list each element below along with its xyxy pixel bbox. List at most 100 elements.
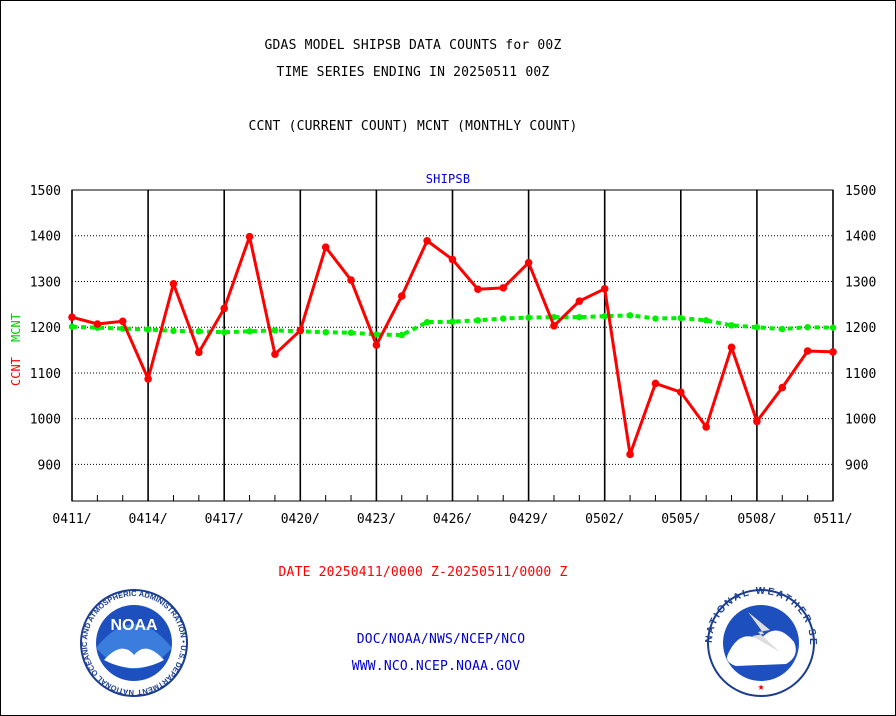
y-tick-label-right: 1300 (845, 275, 876, 290)
data-point-ccnt (778, 383, 787, 392)
data-point-mcnt (601, 313, 608, 320)
data-point-ccnt (271, 350, 279, 358)
data-point-ccnt (753, 417, 761, 426)
data-point-mcnt (246, 328, 253, 335)
nws-logo: ★ (707, 589, 815, 697)
chart-title-line1: GDAS MODEL SHIPSB DATA COUNTS for 00Z (264, 38, 562, 53)
data-point-mcnt (677, 314, 684, 322)
website: WWW.NCO.NCEP.NOAA.GOV (351, 659, 521, 674)
tick-labels: 900 900 1000 1000 1100 1100 1200 1200 1300 1300 14… (30, 184, 877, 527)
star-icon: ★ (758, 680, 765, 693)
data-point-ccnt (702, 423, 710, 431)
data-point-mcnt (322, 329, 329, 336)
data-point-ccnt (195, 348, 203, 357)
data-point-mcnt (829, 324, 837, 331)
y-tick-label-right: 1500 (845, 184, 876, 199)
data-point-mcnt (195, 328, 203, 335)
data-series (68, 232, 837, 459)
noaa-logo: NOAA (80, 589, 188, 697)
data-point-mcnt (144, 326, 152, 333)
data-point-ccnt (651, 379, 660, 388)
data-point-mcnt (626, 312, 634, 319)
data-point-ccnt (321, 243, 330, 251)
data-point-mcnt (347, 329, 355, 336)
data-point-mcnt (753, 324, 761, 331)
data-point-ccnt (169, 279, 178, 288)
x-tick-label: 0511/ (813, 512, 852, 527)
data-point-ccnt (448, 255, 457, 264)
y-tick-label-right: 1400 (845, 230, 876, 245)
seagull-icon (104, 648, 164, 668)
data-point-ccnt (93, 320, 102, 328)
panel-label: SHIPSB (425, 172, 471, 186)
y-axis-label-ccnt: CCNT (9, 357, 23, 386)
data-point-mcnt (221, 329, 228, 336)
data-point-ccnt (575, 297, 584, 305)
data-point-ccnt (220, 304, 228, 313)
data-point-mcnt (652, 315, 659, 322)
data-point-mcnt (728, 322, 735, 329)
x-tick-label: 0508/ (737, 512, 776, 527)
x-tick-label: 0414/ (129, 512, 168, 527)
y-tick-label-right: 1000 (845, 413, 876, 428)
noaa-ring-text: NATIONAL OCEANIC AND ATMOSPHERIC ADMINIS… (0, 0, 188, 697)
data-point-ccnt (296, 326, 305, 335)
data-point-ccnt (397, 292, 406, 300)
data-point-mcnt (170, 327, 177, 335)
data-point-ccnt (524, 258, 533, 267)
data-point-mcnt (271, 327, 279, 334)
y-tick-label-left: 1500 (30, 184, 61, 199)
data-point-ccnt (423, 236, 431, 245)
y-axis-labels: CCNT MCNT (9, 313, 23, 386)
y-tick-label-right: 1200 (845, 321, 876, 336)
noaa-logo-text: NOAA (110, 617, 158, 634)
data-point-mcnt (449, 318, 456, 325)
x-tick-label: 0426/ (433, 512, 472, 527)
org-path: DOC/NOAA/NWS/NCEP/NCO (356, 632, 526, 647)
data-point-mcnt (576, 313, 583, 321)
x-tick-label: 0411/ (52, 512, 91, 527)
data-point-mcnt (525, 314, 532, 321)
y-axis-label-mcnt: MCNT (9, 313, 23, 342)
x-tick-label: 0502/ (585, 512, 624, 527)
data-point-ccnt (118, 317, 127, 326)
data-point-ccnt (347, 276, 355, 284)
date-range: DATE 20250411/0000 Z-20250511/0000 Z (278, 565, 568, 580)
data-point-ccnt (499, 284, 508, 292)
data-point-ccnt (68, 313, 76, 321)
data-point-mcnt (500, 315, 507, 322)
x-tick-label: 0420/ (281, 512, 320, 527)
data-point-mcnt (68, 323, 76, 330)
lightning-icon (748, 612, 780, 652)
x-tick-label: 0417/ (205, 512, 244, 527)
x-tick-label: 0429/ (509, 512, 548, 527)
y-tick-label-left: 900 (38, 458, 61, 473)
y-tick-label-left: 1000 (30, 413, 61, 428)
data-point-ccnt (803, 347, 812, 355)
data-point-ccnt (474, 285, 482, 294)
data-point-mcnt (779, 325, 786, 333)
y-tick-label-left: 1400 (30, 230, 61, 245)
data-point-mcnt (398, 331, 405, 339)
data-point-ccnt (829, 348, 837, 356)
chart-subtitle: CCNT (CURRENT COUNT) MCNT (MONTHLY COUNT… (248, 119, 578, 134)
data-point-ccnt (626, 450, 634, 459)
data-point-ccnt (600, 284, 609, 293)
y-tick-label-left: 1300 (30, 275, 61, 290)
y-tick-label-right: 900 (845, 458, 868, 473)
data-point-ccnt (245, 232, 254, 241)
data-point-mcnt (373, 331, 380, 338)
y-tick-label-left: 1200 (30, 321, 61, 336)
y-tick-label-left: 1100 (30, 367, 61, 382)
data-point-ccnt (677, 388, 685, 396)
data-point-ccnt (144, 375, 152, 383)
data-point-mcnt (423, 318, 431, 326)
x-tick-label: 0423/ (357, 512, 396, 527)
chart-title-line2: TIME SERIES ENDING IN 20250511 00Z (276, 65, 550, 80)
data-point-mcnt (702, 317, 710, 324)
grid (71, 189, 834, 502)
data-point-ccnt (550, 322, 558, 330)
data-point-ccnt (372, 341, 381, 349)
cloud-icon (727, 630, 796, 666)
